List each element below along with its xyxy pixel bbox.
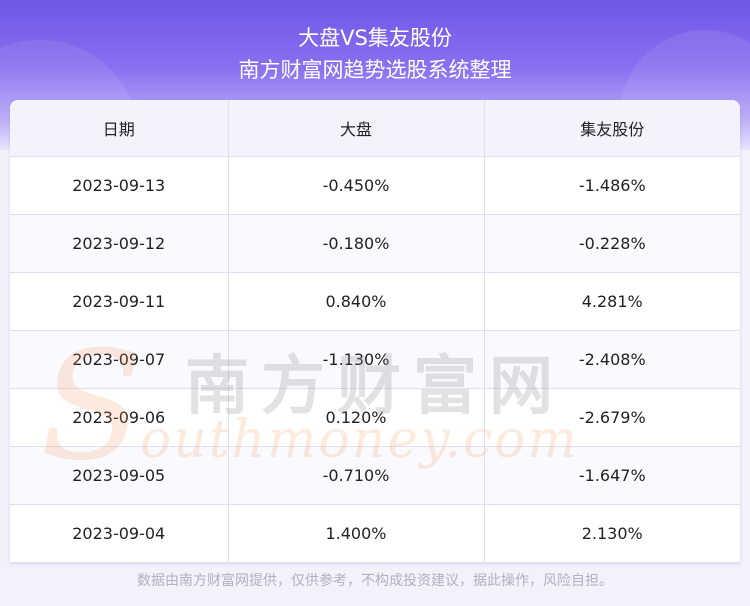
- cell-market-change: 0.840%: [228, 272, 485, 331]
- cell-stock-change: 2.130%: [484, 504, 740, 563]
- table-row: 2023-09-11 0.840% 4.281%: [10, 272, 740, 331]
- cell-market-change: -1.130%: [228, 330, 485, 389]
- cell-market-change: 0.120%: [228, 388, 485, 447]
- page-subtitle: 南方财富网趋势选股系统整理: [238, 58, 512, 82]
- cell-date: 2023-09-12: [10, 214, 229, 273]
- footer-disclaimer: 数据由南方财富网提供，仅供参考，不构成投资建议，据此操作，风险自担。: [137, 573, 613, 589]
- cell-date: 2023-09-07: [10, 330, 229, 389]
- cell-date: 2023-09-11: [10, 272, 229, 331]
- table-header-row: 日期 大盘 集友股份: [10, 100, 740, 157]
- cell-stock-change: -1.486%: [484, 156, 740, 215]
- cell-date: 2023-09-05: [10, 446, 229, 505]
- comparison-table-card: 日期 大盘 集友股份 2023-09-13 -0.450% -1.486% 20…: [10, 100, 740, 563]
- cell-date: 2023-09-04: [10, 504, 229, 563]
- page-title: 大盘VS集友股份: [298, 26, 452, 50]
- table-row: 2023-09-13 -0.450% -1.486%: [10, 156, 740, 215]
- cell-market-change: -0.180%: [228, 214, 485, 273]
- cell-stock-change: -0.228%: [484, 214, 740, 273]
- cell-stock-change: -2.408%: [484, 330, 740, 389]
- table-row: 2023-09-05 -0.710% -1.647%: [10, 446, 740, 505]
- cell-stock-change: -1.647%: [484, 446, 740, 505]
- cell-market-change: -0.450%: [228, 156, 485, 215]
- cell-stock-change: -2.679%: [484, 388, 740, 447]
- column-header-date: 日期: [10, 100, 229, 157]
- column-header-market: 大盘: [228, 100, 485, 157]
- comparison-table: 日期 大盘 集友股份 2023-09-13 -0.450% -1.486% 20…: [10, 100, 740, 563]
- cell-market-change: -0.710%: [228, 446, 485, 505]
- cell-date: 2023-09-06: [10, 388, 229, 447]
- cell-stock-change: 4.281%: [484, 272, 740, 331]
- table-row: 2023-09-06 0.120% -2.679%: [10, 388, 740, 447]
- table-row: 2023-09-07 -1.130% -2.408%: [10, 330, 740, 389]
- table-row: 2023-09-04 1.400% 2.130%: [10, 504, 740, 563]
- cell-date: 2023-09-13: [10, 156, 229, 215]
- cell-market-change: 1.400%: [228, 504, 485, 563]
- table-row: 2023-09-12 -0.180% -0.228%: [10, 214, 740, 273]
- column-header-stock: 集友股份: [484, 100, 740, 157]
